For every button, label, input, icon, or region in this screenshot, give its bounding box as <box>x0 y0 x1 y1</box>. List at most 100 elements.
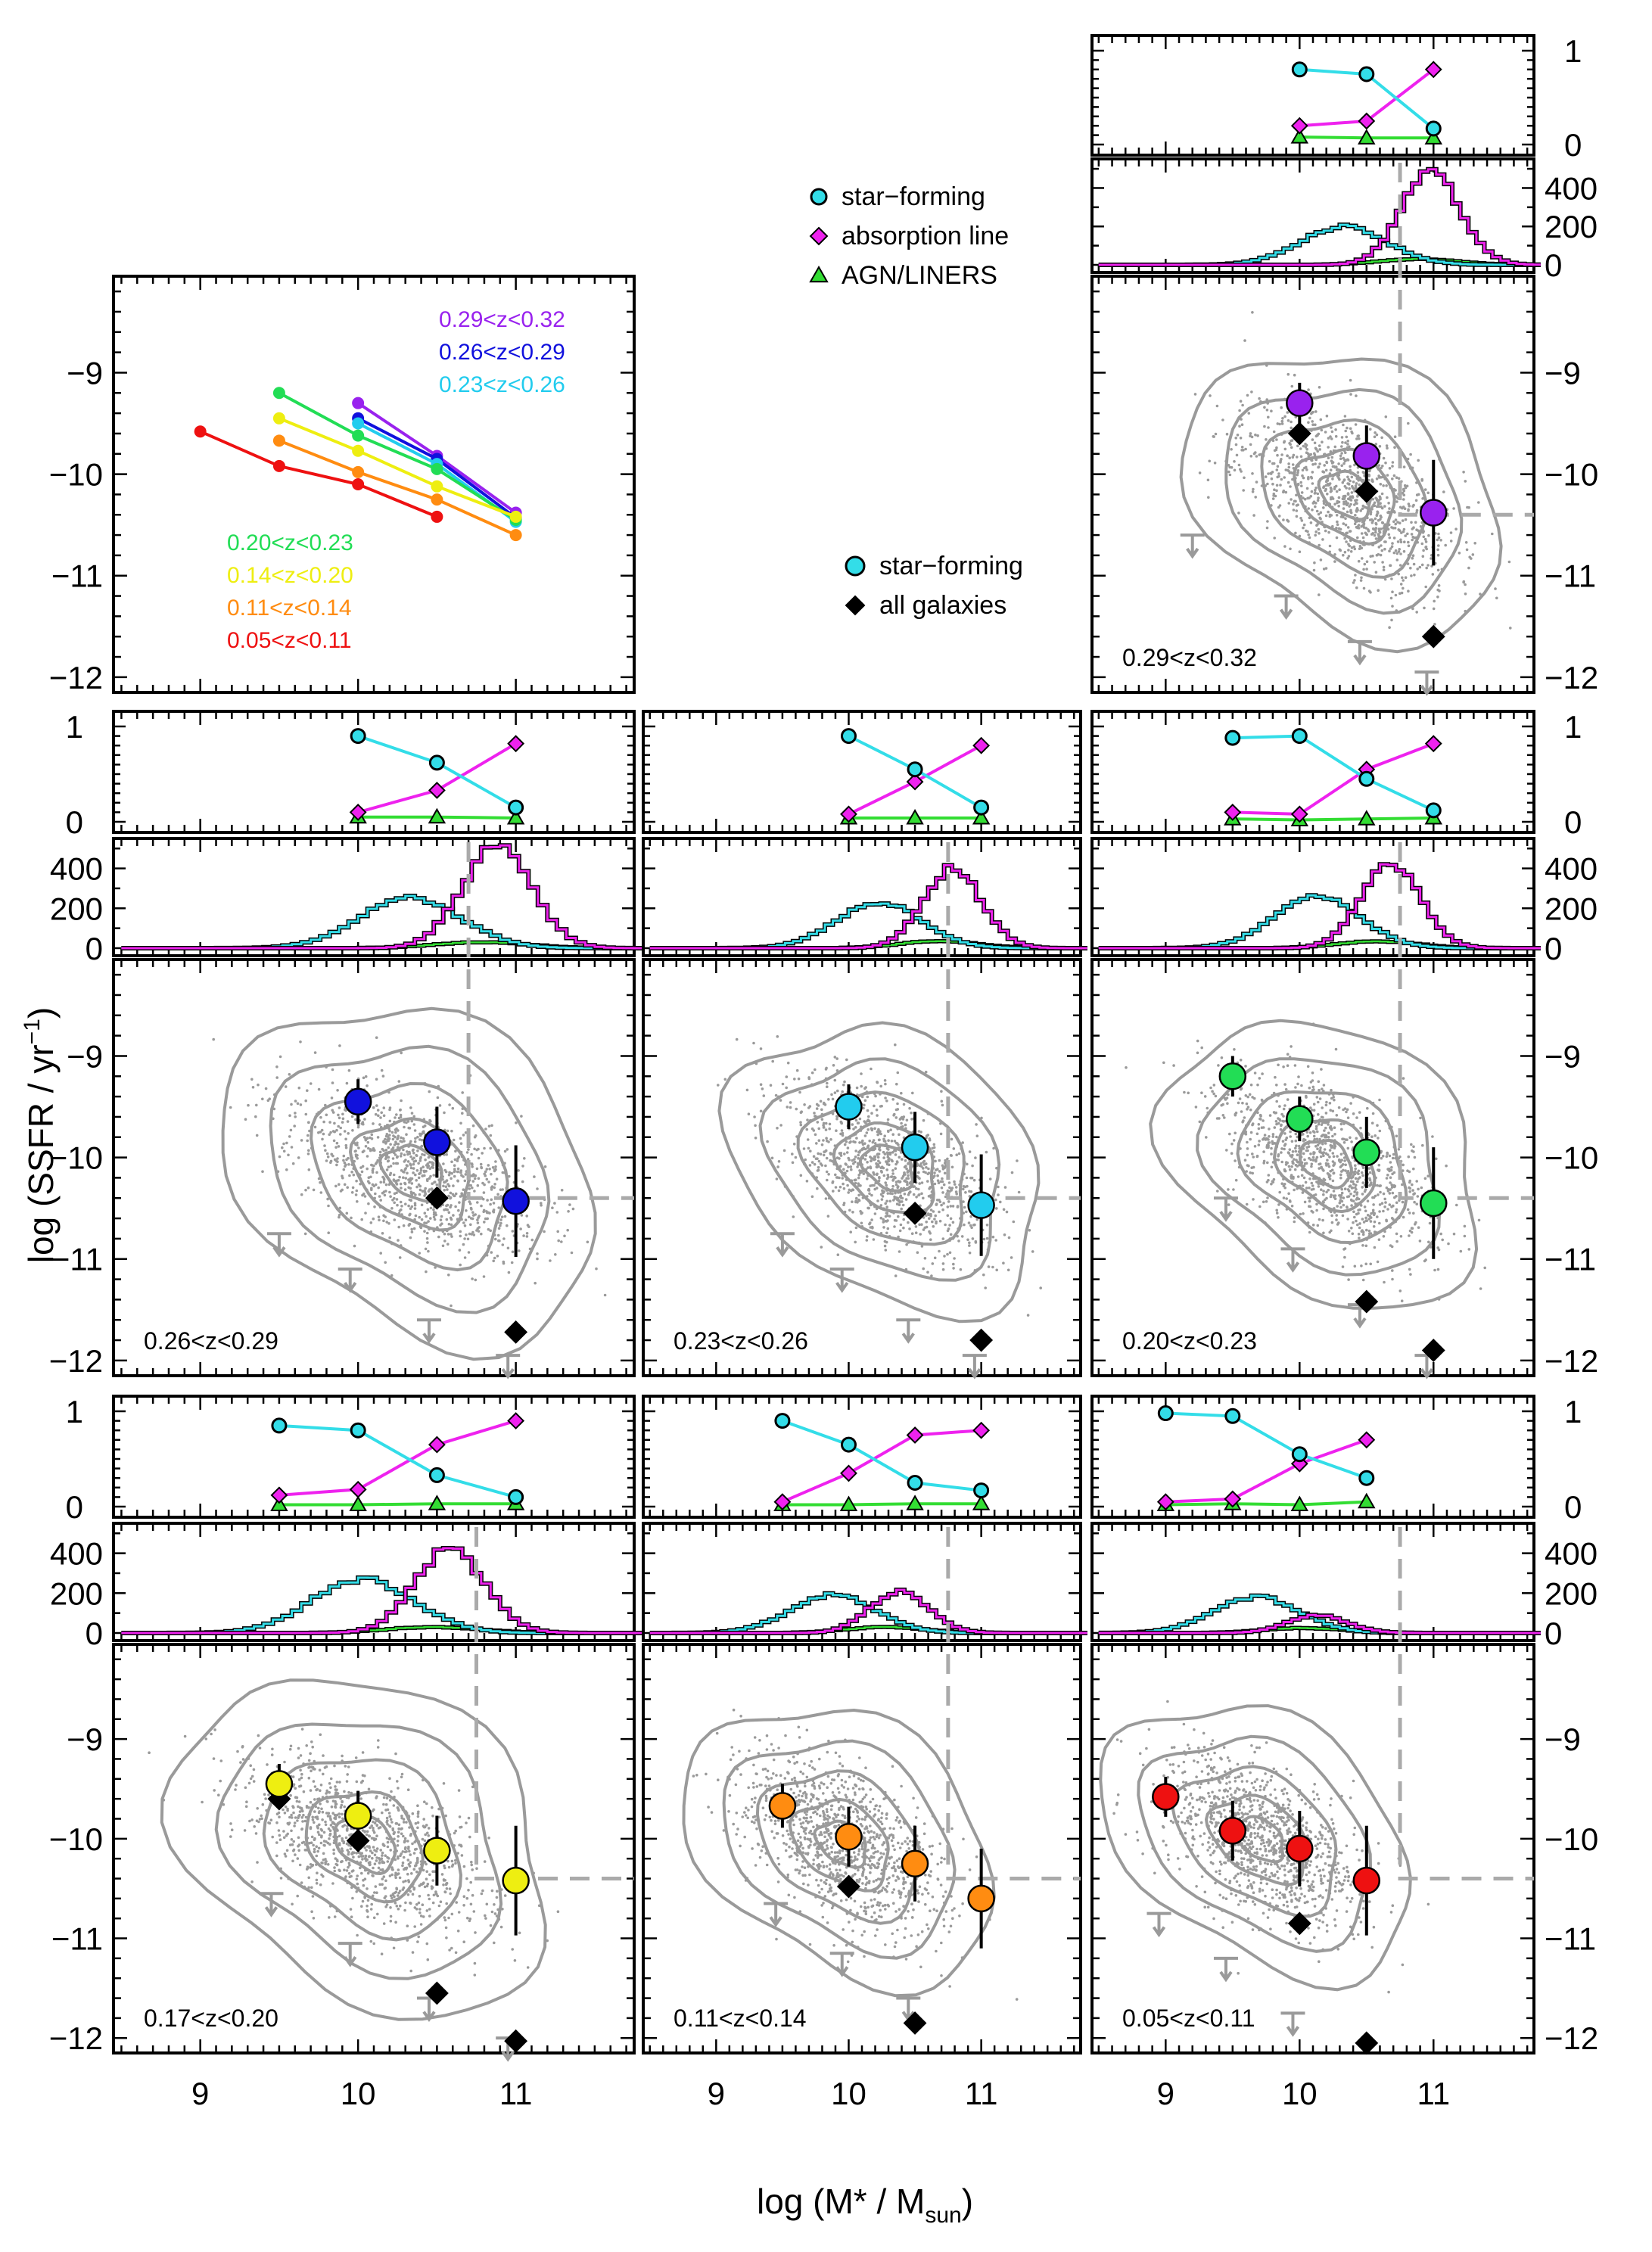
scatter-dot <box>1374 537 1378 540</box>
scatter-dot <box>442 1184 445 1188</box>
scatter-dot <box>1327 446 1330 449</box>
scatter-dot <box>1311 1079 1314 1082</box>
scatter-dot <box>1329 468 1333 471</box>
scatter-dot <box>842 1083 845 1087</box>
scatter-dot <box>1378 476 1381 479</box>
scatter-dot <box>379 1252 383 1255</box>
scatter-dot <box>824 1121 828 1125</box>
scatter-dot <box>1358 544 1362 548</box>
upper-limit-arrow <box>1180 533 1205 559</box>
scatter-dot <box>540 1202 543 1205</box>
scatter-dot <box>1424 585 1427 589</box>
scatter-dot <box>803 1103 806 1106</box>
scatter-dot <box>897 1143 900 1146</box>
scatter-dot <box>412 1148 415 1152</box>
scatter-dot <box>428 1090 431 1093</box>
fraction-sf-marker <box>1425 802 1442 819</box>
scatter-dot <box>490 1186 493 1190</box>
legend-label: absorption line <box>842 222 1009 250</box>
scatter-dot <box>1424 540 1428 543</box>
scatter-dot <box>932 1225 935 1228</box>
scatter-dot <box>779 1099 782 1102</box>
scatter-dot <box>1339 527 1342 531</box>
scatter-dot <box>1353 503 1356 506</box>
scatter-dot <box>1414 521 1417 524</box>
scatter-dot <box>870 1067 873 1071</box>
scatter-dot <box>1271 497 1275 500</box>
scatter-dot <box>1349 479 1352 483</box>
star-forming-point <box>967 1191 995 1219</box>
scatter-dot <box>392 1162 395 1165</box>
scatter-dot <box>1198 1120 1202 1124</box>
scatter-dot <box>847 1191 850 1194</box>
scatter-dot <box>875 1187 879 1190</box>
scatter-dot <box>1344 500 1348 503</box>
scatter-dot <box>510 1261 514 1264</box>
scatter-dot <box>835 1057 838 1060</box>
scatter-dot <box>1290 426 1293 430</box>
summary-point <box>194 425 207 438</box>
scatter-dot <box>908 1227 911 1230</box>
scatter-dot <box>1412 1167 1415 1171</box>
scatter-dot <box>1285 1197 1288 1200</box>
scatter-dot <box>1324 529 1327 533</box>
scatter-dot <box>410 1112 414 1115</box>
scatter-dot <box>1342 522 1346 525</box>
scatter-dot <box>397 1134 400 1138</box>
scatter-dot <box>982 1273 985 1277</box>
scatter-dot <box>382 1178 386 1181</box>
scatter-dot <box>888 1163 891 1167</box>
scatter-dot <box>1396 540 1400 543</box>
scatter-dot <box>445 1152 448 1156</box>
summary-legend-label: 0.29<z<0.32 <box>439 307 565 332</box>
legend-label: star−forming <box>842 182 985 211</box>
scatter-dot <box>462 1134 465 1137</box>
scatter-dot <box>953 1183 957 1186</box>
scatter-dot <box>857 1157 860 1160</box>
scatter-dot <box>1373 501 1377 505</box>
scatter-dot <box>962 1185 966 1188</box>
scatter-dot <box>407 1126 410 1130</box>
scatter-dot <box>456 1170 459 1174</box>
scatter-dot <box>1311 438 1314 441</box>
scatter-dot <box>1243 1116 1246 1119</box>
scatter-dot <box>869 1165 872 1168</box>
scatter-dot <box>1436 596 1439 599</box>
scatter-dot <box>901 1118 905 1121</box>
scatter-dot <box>1262 1200 1265 1204</box>
scatter-dot <box>353 1149 357 1153</box>
scatter-dot <box>879 1169 883 1173</box>
scatter-dot <box>947 1181 951 1184</box>
scatter-dot <box>1234 437 1237 440</box>
scatter-dot <box>829 1152 832 1155</box>
upper-limit-arrow <box>496 1354 521 1380</box>
scatter-dot <box>1328 544 1332 548</box>
scatter-dot <box>476 1218 479 1221</box>
scatter-dot <box>815 1103 819 1106</box>
scatter-dot <box>936 1179 940 1182</box>
scatter-dot <box>822 1124 825 1127</box>
scatter-dot <box>422 1131 425 1134</box>
scatter-dot <box>820 1143 824 1146</box>
scatter-dot <box>421 1152 424 1156</box>
scatter-dot <box>403 1188 407 1191</box>
scatter-dot <box>1336 520 1339 524</box>
scatter-dot <box>341 1112 344 1116</box>
scatter-dot <box>851 1159 854 1162</box>
scatter-dot <box>261 1097 264 1101</box>
scatter-dot <box>826 1081 829 1085</box>
scatter-dot <box>1354 499 1357 502</box>
upper-limit-arrow <box>962 1354 987 1380</box>
scatter-dot <box>325 1152 329 1156</box>
fraction-panel: 01 <box>66 709 636 840</box>
scatter-dot <box>1360 532 1364 535</box>
scatter-dot <box>1233 468 1237 472</box>
scatter-dot <box>887 1139 890 1142</box>
scatter-dot <box>1313 492 1317 495</box>
scatter-dot <box>897 1215 900 1218</box>
scatter-dot <box>943 1255 946 1258</box>
scatter-dot <box>1370 479 1374 483</box>
scatter-dot <box>257 1083 260 1087</box>
scatter-dot <box>473 1177 477 1180</box>
scatter-dot <box>1330 430 1334 434</box>
